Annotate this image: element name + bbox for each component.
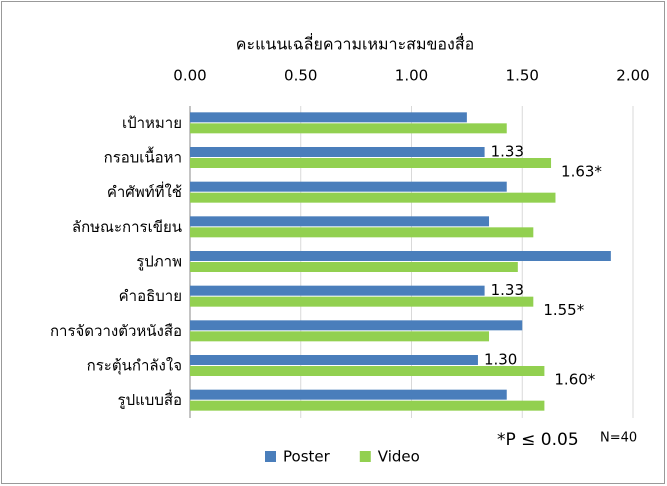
- bar: [190, 112, 467, 123]
- annotation: *P ≤ 0.05: [497, 430, 579, 450]
- bar: [190, 123, 507, 134]
- legend-swatch: [359, 451, 371, 462]
- chart-title: คะแนนเฉลี่ยความเหมาะสมของสื่อ: [236, 33, 474, 54]
- legend-label: Video: [378, 448, 420, 466]
- bar: [190, 158, 552, 168]
- y-tick-label: รูปแบบสื่อ: [118, 389, 182, 409]
- bar: [190, 181, 507, 192]
- bar: [190, 285, 485, 296]
- bar: [190, 227, 534, 238]
- bar: [190, 192, 556, 203]
- bar: [190, 262, 518, 272]
- bar: [190, 366, 545, 376]
- y-tick-label: รูปภาพ: [136, 253, 182, 271]
- x-tick-label: 2.00: [616, 67, 649, 85]
- bar: [190, 147, 485, 157]
- data-label: 1.60*: [554, 371, 595, 389]
- y-tick-label: การจัดวางตัวหนังสือ: [50, 322, 182, 340]
- annotation: N=40: [600, 431, 637, 446]
- x-tick-label: 1.00: [395, 67, 428, 85]
- bar: [190, 355, 478, 365]
- bar: [190, 296, 534, 307]
- bar: [190, 400, 545, 411]
- bar: [190, 251, 611, 261]
- y-tick-label: คำศัพท์ที่ใช้: [107, 181, 182, 201]
- bar: [190, 216, 490, 227]
- bar: [190, 320, 523, 331]
- legend-label: Poster: [283, 448, 331, 466]
- data-label: 1.63*: [561, 163, 602, 181]
- data-label: 1.33: [491, 281, 524, 299]
- y-tick-label: ลักษณะการเขียน: [72, 218, 182, 236]
- bar: [190, 331, 490, 342]
- data-label: 1.33: [491, 143, 524, 161]
- x-tick-label: 0.00: [173, 67, 206, 85]
- x-tick-label: 1.50: [506, 67, 539, 85]
- y-tick-label: คำอธิบาย: [119, 287, 182, 305]
- bar: [190, 389, 507, 400]
- x-tick-label: 0.50: [284, 67, 317, 85]
- y-tick-label: กรอบเนื้อหา: [104, 147, 182, 167]
- y-tick-label: กระตุ้นกำลังใจ: [87, 357, 182, 376]
- y-tick-label: เป้าหมาย: [122, 114, 182, 132]
- legend-swatch: [265, 451, 276, 462]
- data-label: 1.30: [484, 351, 517, 369]
- data-label: 1.55*: [543, 301, 584, 319]
